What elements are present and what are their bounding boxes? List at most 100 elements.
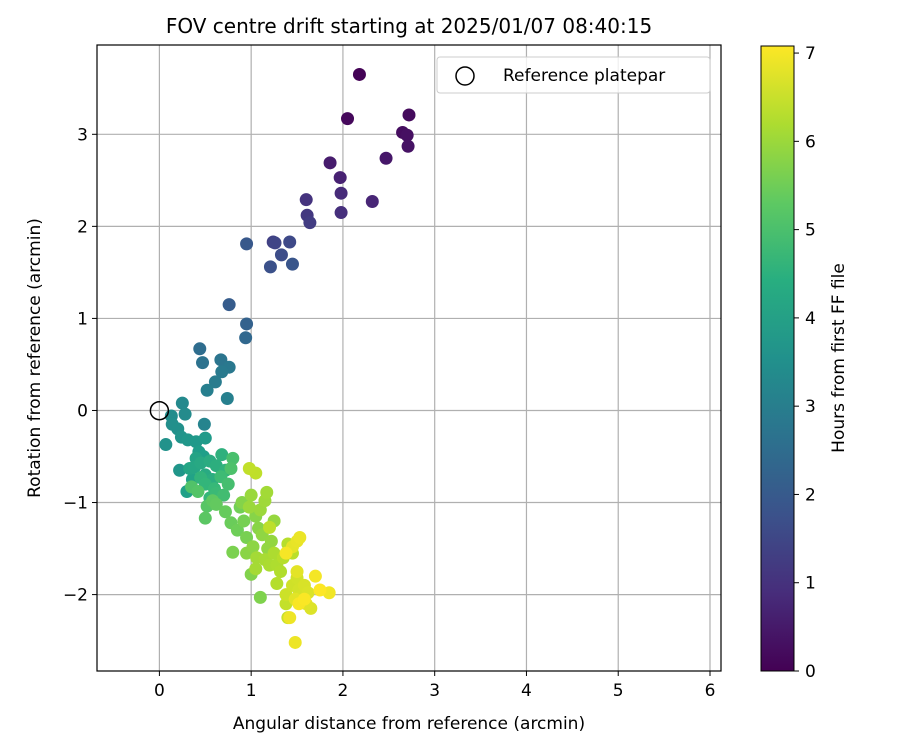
data-point — [379, 151, 393, 165]
y-tick-label: 1 — [77, 309, 88, 329]
x-tick-label: 6 — [705, 681, 716, 701]
data-point — [297, 592, 311, 606]
data-point — [283, 235, 297, 249]
data-point — [334, 186, 348, 200]
colorbar-tick-label: 0 — [805, 662, 816, 682]
data-point — [249, 562, 263, 576]
y-axis-ticks: −2 −1 0 1 2 3 — [63, 125, 97, 606]
legend-box — [436, 56, 711, 94]
colorbar-label: Hours from first FF file — [829, 263, 849, 453]
data-point — [221, 477, 235, 491]
y-tick-label: −1 — [63, 494, 88, 514]
x-tick-label: 0 — [154, 681, 165, 701]
data-point — [198, 431, 212, 445]
data-point — [402, 108, 416, 122]
data-point — [178, 407, 192, 421]
y-tick-label: 0 — [77, 401, 88, 421]
data-point — [246, 540, 260, 554]
colorbar-gradient — [760, 45, 795, 672]
data-point — [279, 546, 293, 560]
x-tick-label: 3 — [429, 681, 440, 701]
data-point — [209, 497, 223, 511]
data-point — [270, 577, 284, 591]
data-point — [285, 257, 299, 271]
y-tick-label: 2 — [77, 217, 88, 237]
data-point — [333, 171, 347, 185]
data-point — [288, 635, 302, 649]
data-point — [200, 383, 214, 397]
legend: Reference platepar — [436, 56, 711, 94]
data-point — [217, 488, 231, 502]
data-point — [244, 488, 258, 502]
data-point — [365, 195, 379, 208]
colorbar-tick-label: 2 — [805, 485, 816, 505]
data-point — [220, 392, 234, 406]
data-point — [263, 520, 277, 534]
data-point — [334, 206, 348, 220]
data-point — [215, 365, 229, 379]
data-point — [226, 545, 240, 559]
data-point — [401, 139, 415, 153]
data-point — [274, 248, 288, 262]
data-point — [224, 461, 238, 475]
colorbar-tick-label: 7 — [805, 44, 816, 64]
data-point — [260, 485, 274, 499]
colorbar: 0 1 2 3 4 5 6 7 Hours from first FF file — [760, 44, 849, 682]
data-point — [226, 451, 240, 465]
x-axis-label: Angular distance from reference (arcmin) — [233, 714, 585, 734]
data-point — [208, 375, 222, 389]
data-point — [290, 565, 304, 579]
data-point — [263, 260, 277, 274]
data-point — [191, 484, 205, 498]
x-tick-label: 2 — [338, 681, 349, 701]
data-point — [173, 463, 187, 477]
data-point — [196, 356, 210, 370]
x-tick-label: 1 — [246, 681, 257, 701]
y-tick-label: −2 — [63, 586, 88, 606]
data-point — [352, 67, 366, 81]
data-point — [293, 531, 307, 545]
x-tick-label: 5 — [613, 681, 624, 701]
data-point — [242, 500, 256, 514]
data-point — [253, 590, 267, 604]
data-point — [215, 448, 229, 462]
reference-platepar-marker — [149, 400, 170, 421]
data-point — [400, 128, 414, 142]
colorbar-ticks: 0 1 2 3 4 5 6 7 — [794, 44, 816, 682]
data-point — [218, 505, 232, 519]
data-point — [240, 237, 254, 251]
data-point — [299, 193, 313, 207]
x-tick-label: 4 — [521, 681, 532, 701]
colorbar-tick-label: 1 — [805, 574, 816, 594]
colorbar-tick-label: 6 — [805, 132, 816, 152]
data-point — [313, 583, 327, 597]
colorbar-tick-label: 3 — [805, 397, 816, 417]
data-point — [175, 396, 189, 410]
data-point — [283, 611, 297, 625]
data-point — [239, 331, 253, 345]
data-point — [237, 514, 251, 528]
data-point — [240, 317, 254, 331]
data-point — [159, 438, 173, 452]
y-tick-label: 3 — [77, 125, 88, 145]
data-point — [323, 156, 337, 170]
data-point — [193, 342, 207, 356]
data-point — [341, 112, 355, 126]
data-point — [198, 511, 212, 525]
data-point — [197, 417, 211, 431]
data-point — [303, 216, 317, 230]
data-point — [264, 534, 278, 548]
data-point — [268, 236, 282, 250]
data-point — [230, 523, 244, 537]
data-point — [222, 298, 236, 312]
data-points — [159, 67, 416, 649]
data-point — [274, 565, 288, 579]
plot-frame — [96, 44, 722, 672]
data-point — [240, 531, 254, 545]
y-axis-label: Rotation from reference (arcmin) — [25, 218, 45, 498]
data-point — [242, 461, 256, 475]
legend-entry-label: Reference platepar — [503, 66, 665, 86]
legend-reference-marker — [455, 66, 475, 86]
x-axis-ticks: 0 1 2 3 4 5 6 — [154, 671, 715, 701]
